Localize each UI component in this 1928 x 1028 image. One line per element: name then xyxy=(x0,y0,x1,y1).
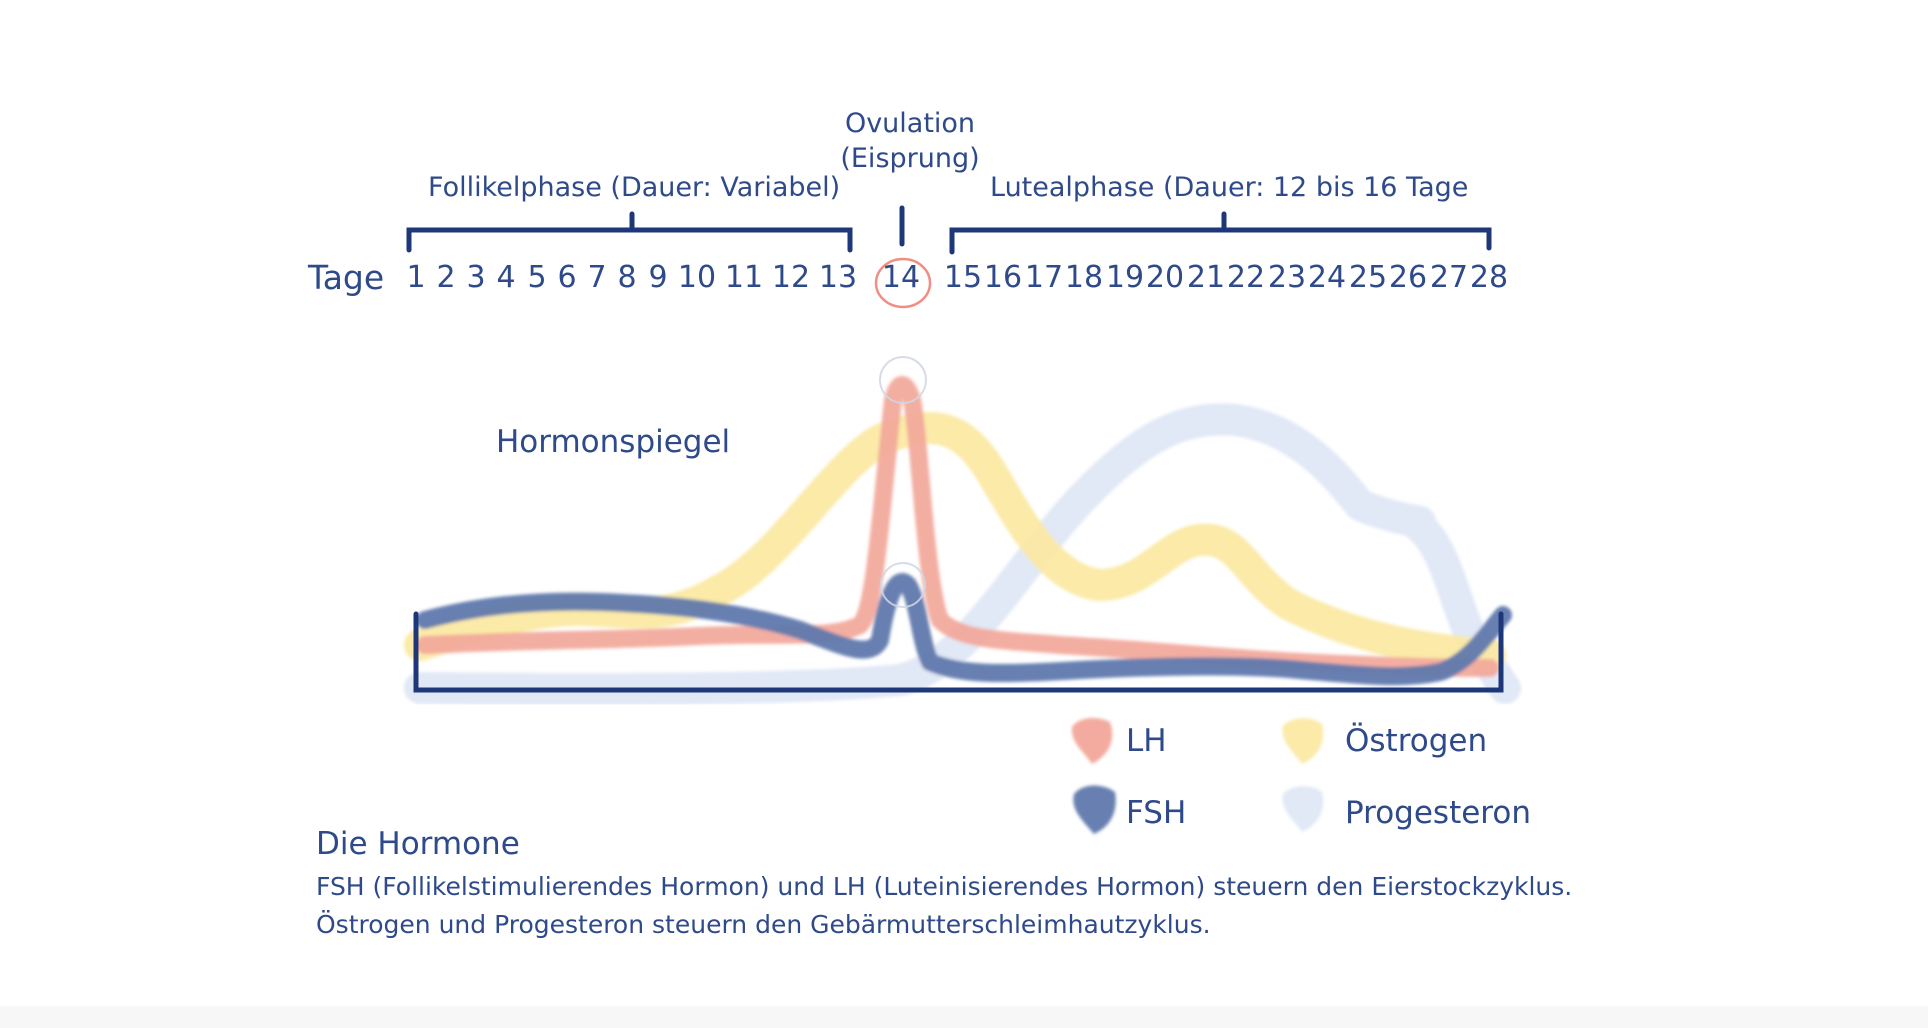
section-text-line2: Östrogen und Progesteron steuern den Geb… xyxy=(316,910,1211,939)
fsh-peak-marker xyxy=(880,562,926,608)
progesterone-legend-label: Progesteron xyxy=(1345,795,1531,831)
follicular-phase-label: Follikelphase (Dauer: Variabel) xyxy=(428,172,841,203)
day-number: 5 xyxy=(527,260,547,295)
luteal-phase-label: Lutealphase (Dauer: 12 bis 16 Tage xyxy=(990,172,1469,203)
day-number: 17 xyxy=(1024,260,1064,295)
day-number: 21 xyxy=(1186,260,1226,295)
day-number: 11 xyxy=(724,260,764,295)
luteal-phase-bracket xyxy=(949,211,1492,255)
fsh-curve xyxy=(416,573,1512,686)
day-number: 2 xyxy=(436,260,456,295)
day-number: 18 xyxy=(1064,260,1104,295)
chart-frame xyxy=(413,611,1504,693)
day-number: 10 xyxy=(677,260,717,295)
day-number: 19 xyxy=(1105,260,1145,295)
day-number: 25 xyxy=(1348,260,1388,295)
day-number-ovulation: 14 xyxy=(881,260,921,295)
day-number: 7 xyxy=(587,260,607,295)
section-text-line1: FSH (Follikelstimulierendes Hormon) und … xyxy=(316,872,1573,901)
progesterone-curve xyxy=(404,403,1521,706)
day-number: 28 xyxy=(1469,260,1509,295)
fsh-legend-swatch xyxy=(1073,785,1116,834)
day-number: 24 xyxy=(1307,260,1347,295)
lh-peak-marker xyxy=(879,356,927,404)
day-number: 26 xyxy=(1388,260,1428,295)
ovulation-label-line2: (Eisprung) xyxy=(840,143,980,174)
day-number: 16 xyxy=(983,260,1023,295)
day-number: 13 xyxy=(818,260,858,295)
day-number: 12 xyxy=(771,260,811,295)
lh-legend-label: LH xyxy=(1126,723,1167,759)
ovulation-label-line1: Ovulation xyxy=(844,108,976,139)
bottom-strip xyxy=(0,1006,1928,1028)
ovulation-day-circle xyxy=(874,257,932,309)
section-title: Die Hormone xyxy=(316,826,520,862)
day-number: 15 xyxy=(943,260,983,295)
chart-title: Hormonspiegel xyxy=(496,424,731,460)
day-number: 23 xyxy=(1267,260,1307,295)
estrogen-legend-swatch xyxy=(1282,718,1324,764)
day-number: 3 xyxy=(466,260,486,295)
day-number: 4 xyxy=(496,260,516,295)
day-number: 20 xyxy=(1145,260,1185,295)
lh-legend-swatch xyxy=(1071,717,1113,764)
progesterone-legend-swatch xyxy=(1282,786,1324,832)
fsh-legend-label: FSH xyxy=(1126,795,1187,831)
day-number: 1 xyxy=(406,260,426,295)
follicular-phase-bracket xyxy=(406,211,853,253)
day-number: 6 xyxy=(557,260,577,295)
day-number: 8 xyxy=(617,260,637,295)
estrogen-legend-label: Östrogen xyxy=(1345,723,1488,759)
ovulation-label: Ovulation (Eisprung) xyxy=(840,106,980,176)
days-label: Tage xyxy=(308,258,385,297)
day-number: 22 xyxy=(1226,260,1266,295)
day-number: 9 xyxy=(648,260,668,295)
day-number: 27 xyxy=(1429,260,1469,295)
